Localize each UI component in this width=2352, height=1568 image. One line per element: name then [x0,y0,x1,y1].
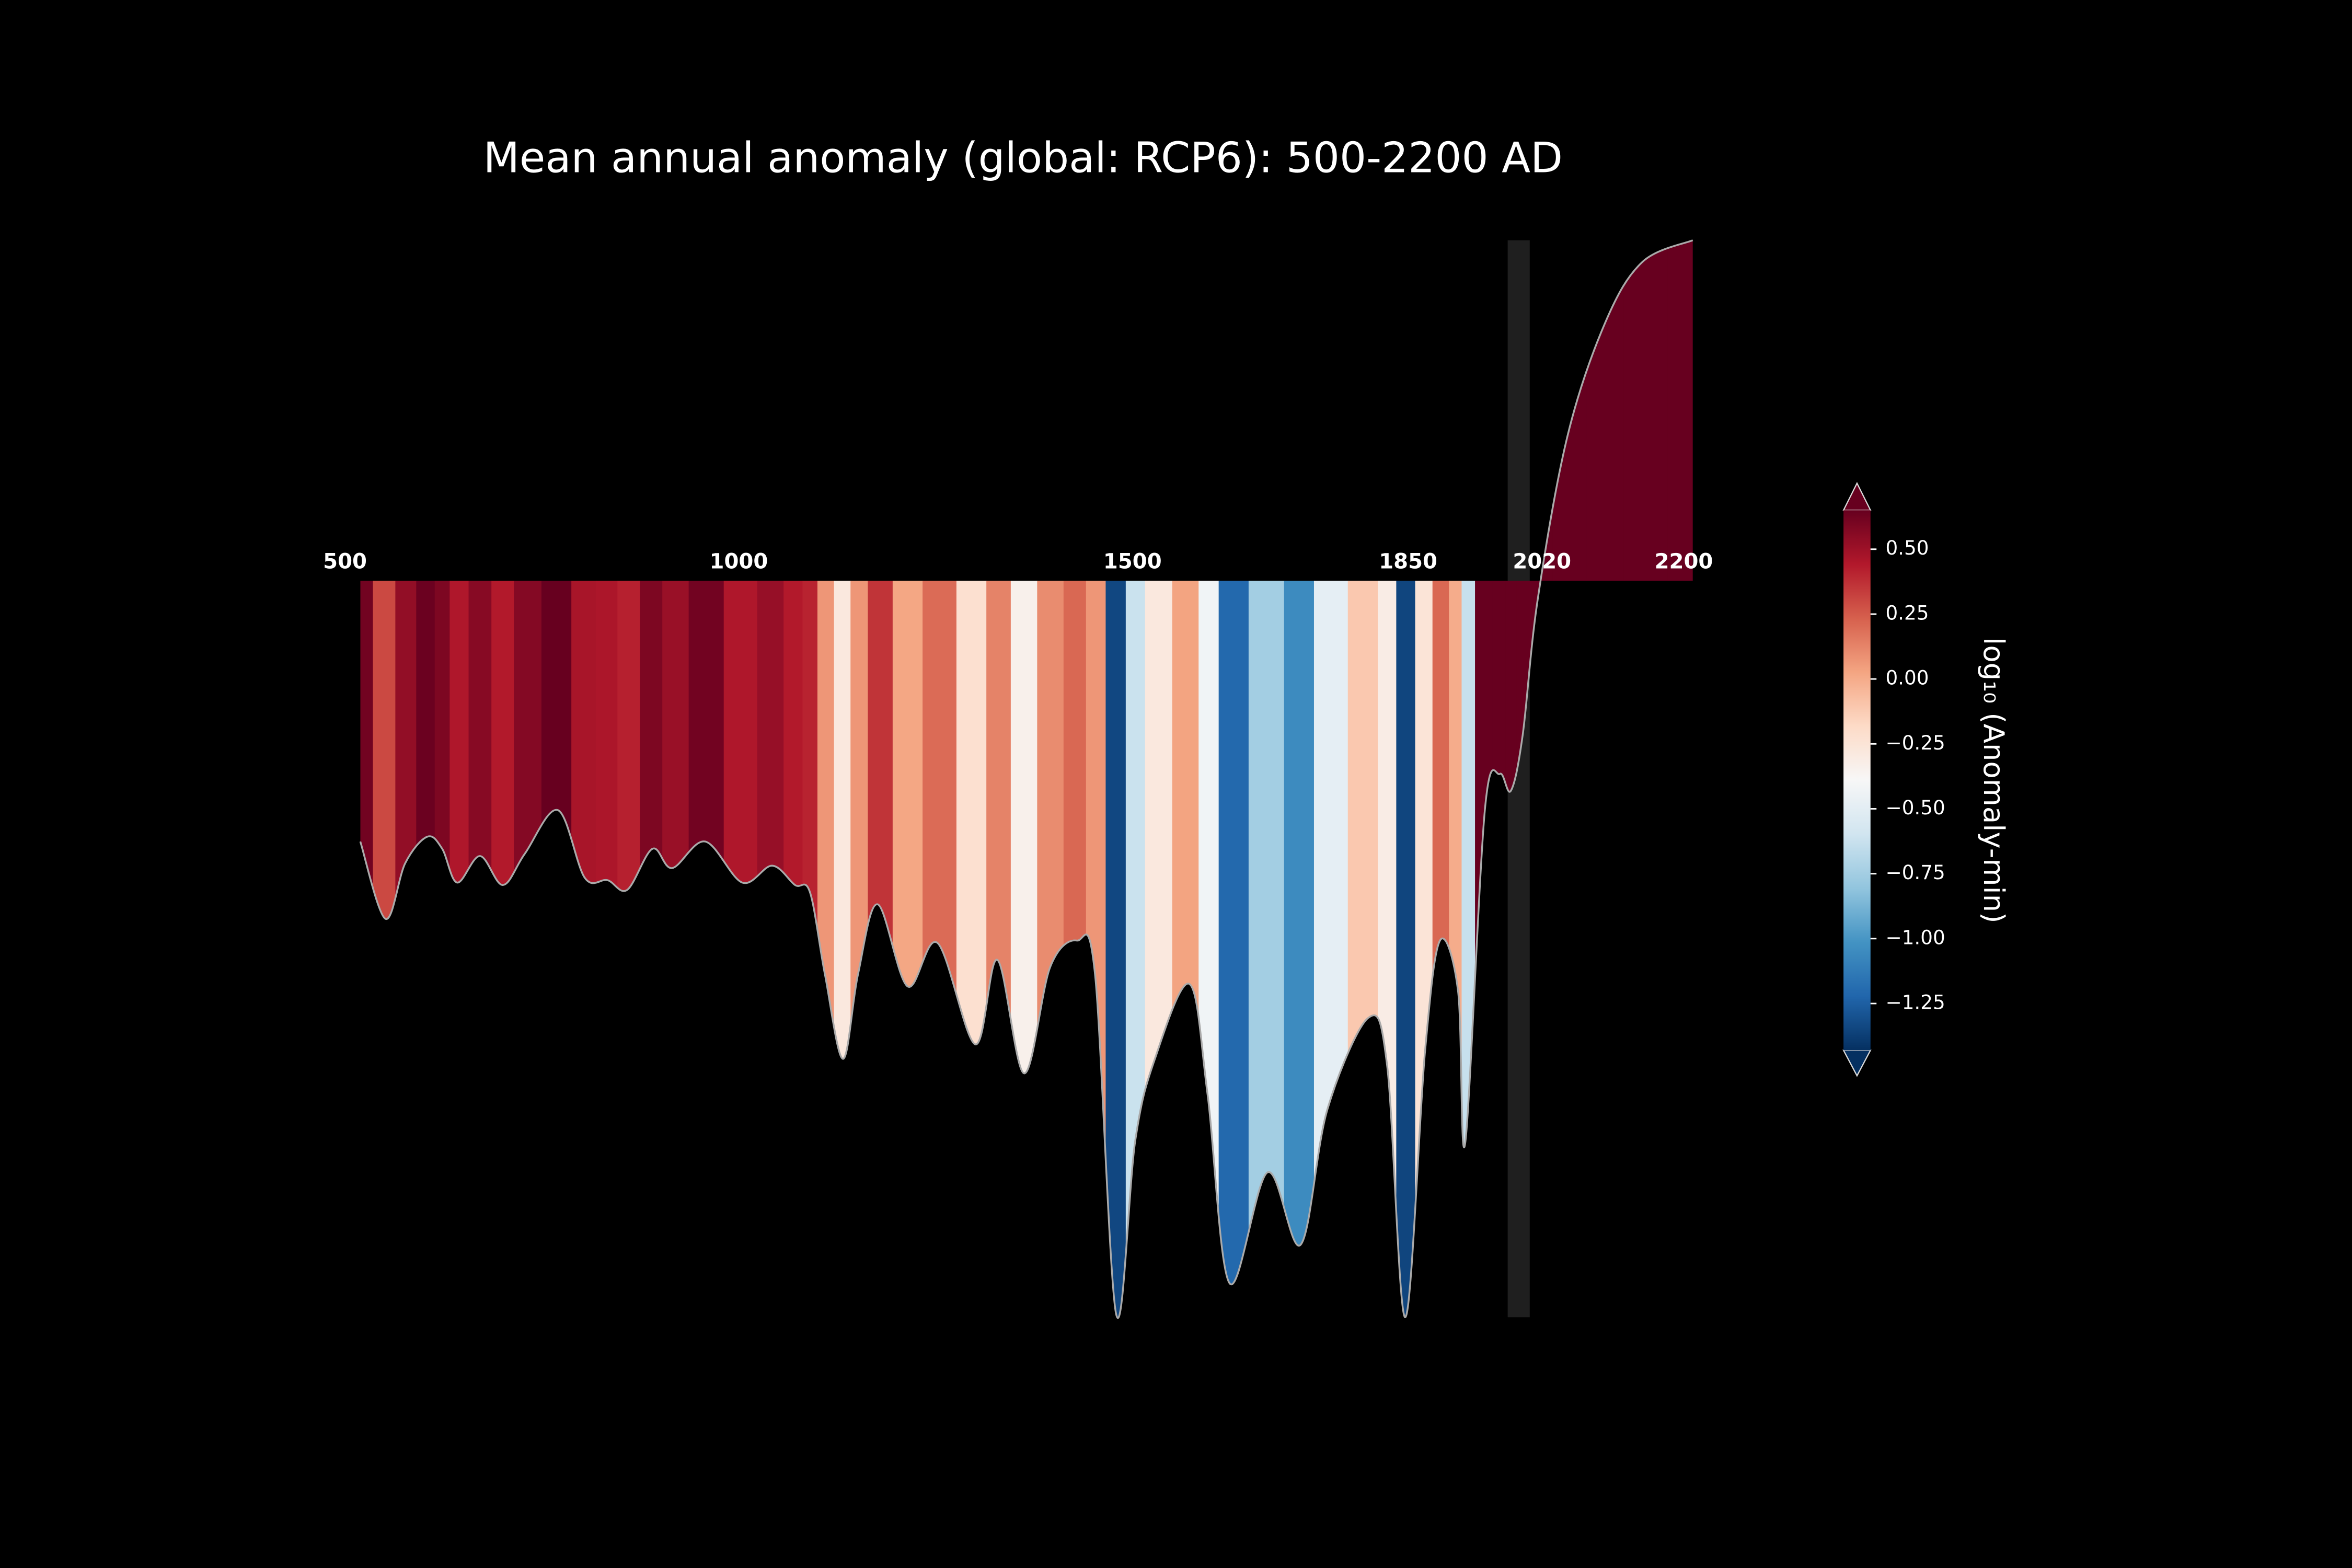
colorbar-tick-label: −0.50 [1885,796,1945,819]
colorbar-label: log₁₀ (Anomaly-min) [1977,637,2011,923]
chart-title: Mean annual anomaly (global: RCP6): 500-… [483,133,1563,182]
x-tick-label: 2020 [1513,550,1571,574]
x-tick-label: 500 [323,550,367,574]
x-tick-label: 1500 [1103,550,1162,574]
anomaly-curve [359,239,1693,1319]
x-tick-label: 1850 [1379,550,1437,574]
colorbar-tick-label: −1.25 [1885,990,1945,1013]
colorbar-tick-label: 0.00 [1885,666,1929,689]
colorbar-tick-label: −0.75 [1885,861,1945,884]
x-tick-label: 2200 [1655,550,1713,574]
colorbar-tick-label: 0.50 [1885,536,1929,559]
colorbar-tick-label: −0.25 [1885,731,1945,754]
x-tick-label: 1000 [710,550,768,574]
colorbar-tick-label: −1.00 [1885,926,1945,949]
colorbar [1843,510,1871,1051]
colorbar-tick-label: 0.25 [1885,601,1929,624]
